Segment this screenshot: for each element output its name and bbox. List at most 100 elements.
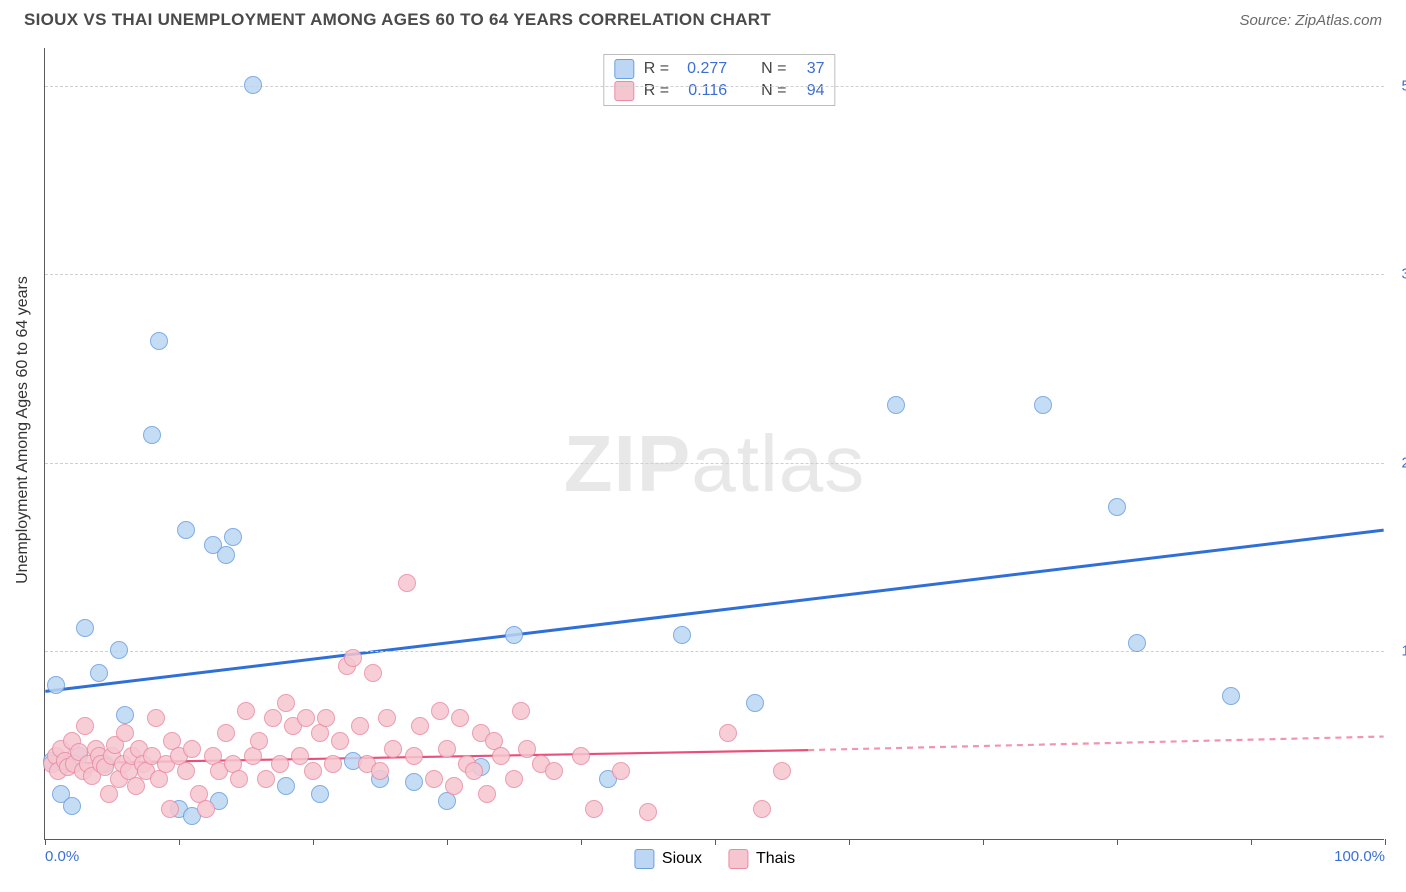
data-point: [364, 664, 382, 682]
data-point: [451, 709, 469, 727]
data-point: [277, 777, 295, 795]
legend-row: R = 0.116 N = 94: [614, 80, 825, 102]
data-point: [331, 732, 349, 750]
data-point: [177, 521, 195, 539]
x-tick: [1117, 839, 1118, 845]
data-point: [127, 777, 145, 795]
data-point: [244, 76, 262, 94]
trend-lines: [45, 48, 1384, 839]
data-point: [887, 396, 905, 414]
data-point: [150, 332, 168, 350]
data-point: [1034, 396, 1052, 414]
data-point: [585, 800, 603, 818]
data-point: [271, 755, 289, 773]
scatter-chart: ZIPatlas R =0.277N =37R =0.116N =94 Siou…: [44, 48, 1384, 840]
data-point: [425, 770, 443, 788]
data-point: [100, 785, 118, 803]
legend-row: R = 0.277 N = 37: [614, 58, 825, 80]
legend-n-label: N =: [761, 82, 786, 100]
y-tick-label: 12.5%: [1389, 643, 1406, 660]
data-point: [478, 785, 496, 803]
x-tick-label: 100.0%: [1334, 848, 1385, 865]
legend-r-value: 0.277: [679, 60, 727, 78]
data-point: [505, 770, 523, 788]
data-point: [183, 740, 201, 758]
legend-n-value: 94: [796, 82, 824, 100]
data-point: [398, 574, 416, 592]
data-point: [277, 694, 295, 712]
data-point: [317, 709, 335, 727]
data-point: [351, 717, 369, 735]
x-tick: [179, 839, 180, 845]
x-tick: [447, 839, 448, 845]
legend-entry: Sioux: [634, 849, 702, 869]
legend-n-value: 37: [796, 60, 824, 78]
y-tick-label: 37.5%: [1389, 266, 1406, 283]
data-point: [753, 800, 771, 818]
data-point: [344, 649, 362, 667]
data-point: [324, 755, 342, 773]
data-point: [291, 747, 309, 765]
data-point: [230, 770, 248, 788]
x-tick: [715, 839, 716, 845]
data-point: [224, 528, 242, 546]
data-point: [438, 740, 456, 758]
data-point: [297, 709, 315, 727]
legend-r-label: R =: [644, 60, 669, 78]
x-tick: [849, 839, 850, 845]
data-point: [545, 762, 563, 780]
data-point: [518, 740, 536, 758]
data-point: [773, 762, 791, 780]
data-point: [217, 546, 235, 564]
legend-series: SiouxThais: [634, 849, 795, 869]
data-point: [311, 785, 329, 803]
data-point: [161, 800, 179, 818]
data-point: [116, 724, 134, 742]
data-point: [492, 747, 510, 765]
data-point: [639, 803, 657, 821]
title-bar: SIOUX VS THAI UNEMPLOYMENT AMONG AGES 60…: [0, 0, 1406, 36]
data-point: [719, 724, 737, 742]
x-tick-label: 0.0%: [45, 848, 79, 865]
data-point: [116, 706, 134, 724]
legend-swatch: [614, 59, 634, 79]
data-point: [378, 709, 396, 727]
legend-n-label: N =: [761, 60, 786, 78]
data-point: [445, 777, 463, 795]
x-tick: [313, 839, 314, 845]
legend-r-label: R =: [644, 82, 669, 100]
data-point: [110, 641, 128, 659]
data-point: [47, 676, 65, 694]
x-tick: [1251, 839, 1252, 845]
data-point: [250, 732, 268, 750]
x-tick: [581, 839, 582, 845]
data-point: [76, 619, 94, 637]
data-point: [217, 724, 235, 742]
data-point: [147, 709, 165, 727]
data-point: [371, 762, 389, 780]
legend-r-value: 0.116: [679, 82, 727, 100]
data-point: [405, 773, 423, 791]
data-point: [431, 702, 449, 720]
chart-title: SIOUX VS THAI UNEMPLOYMENT AMONG AGES 60…: [24, 10, 771, 30]
x-tick: [983, 839, 984, 845]
data-point: [512, 702, 530, 720]
data-point: [612, 762, 630, 780]
data-point: [1128, 634, 1146, 652]
legend-label: Sioux: [662, 850, 702, 868]
data-point: [411, 717, 429, 735]
gridline: [45, 651, 1384, 652]
y-axis-label: Unemployment Among Ages 60 to 64 years: [14, 276, 32, 584]
data-point: [384, 740, 402, 758]
data-point: [572, 747, 590, 765]
gridline: [45, 274, 1384, 275]
data-point: [264, 709, 282, 727]
source-label: Source: ZipAtlas.com: [1239, 12, 1382, 29]
legend-swatch: [614, 81, 634, 101]
data-point: [746, 694, 764, 712]
gridline: [45, 463, 1384, 464]
legend-swatch: [728, 849, 748, 869]
data-point: [90, 664, 108, 682]
data-point: [505, 626, 523, 644]
y-tick-label: 25.0%: [1389, 454, 1406, 471]
